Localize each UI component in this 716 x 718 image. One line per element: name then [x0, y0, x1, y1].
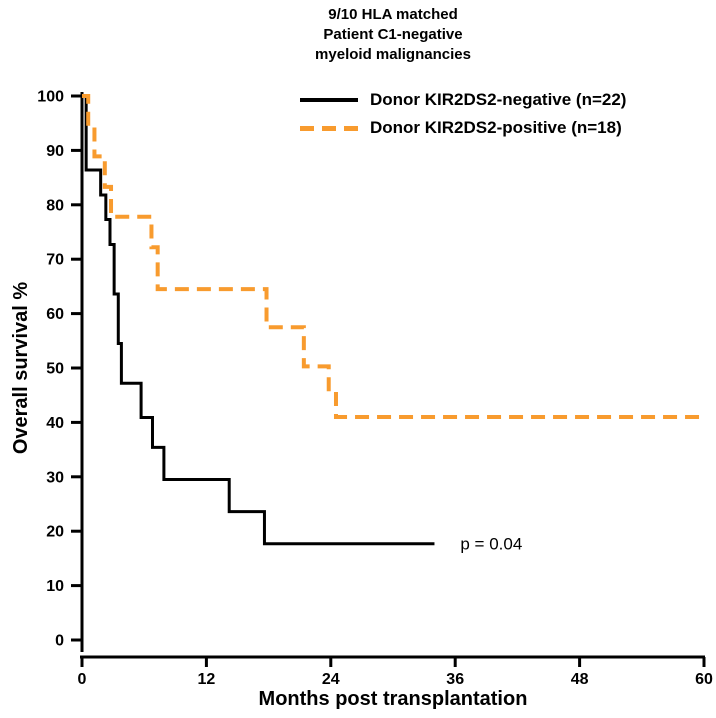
legend: Donor KIR2DS2-negative (n=22) Donor KIR2…: [300, 86, 626, 142]
x-tick-label: 60: [695, 671, 713, 688]
x-tick-label: 48: [571, 671, 589, 688]
y-tick-label: 90: [46, 143, 64, 160]
y-tick-label: 30: [46, 469, 64, 486]
x-tick-label: 36: [446, 671, 464, 688]
chart-title-line-3: myeloid malignancies: [315, 46, 471, 63]
y-tick-label: 40: [46, 415, 64, 432]
legend-swatch-dashed-line: [300, 125, 358, 131]
chart-title-line-1: 9/10 HLA matched: [328, 6, 458, 23]
y-tick-label: 80: [46, 197, 64, 214]
x-tick-label: 0: [78, 671, 87, 688]
legend-label-positive: Donor KIR2DS2-positive (n=18): [370, 118, 622, 137]
x-tick-label: 24: [322, 671, 340, 688]
y-tick-label: 70: [46, 252, 64, 269]
y-tick-label: 60: [46, 306, 64, 323]
legend-entry-positive: Donor KIR2DS2-positive (n=18): [300, 114, 626, 142]
y-tick-label: 50: [46, 361, 64, 378]
y-tick-label: 0: [55, 633, 64, 650]
y-tick-label: 20: [46, 524, 64, 541]
chart-title: 9/10 HLA matched Patient C1-negative mye…: [82, 5, 704, 65]
x-tick-label: 12: [198, 671, 216, 688]
legend-label-negative: Donor KIR2DS2-negative (n=22): [370, 90, 627, 109]
x-axis-title: Months post transplantation: [258, 688, 528, 710]
y-tick-label: 10: [46, 578, 64, 595]
legend-entry-negative: Donor KIR2DS2-negative (n=22): [300, 86, 626, 114]
y-tick-label: 100: [37, 89, 64, 106]
chart-title-line-2: Patient C1-negative: [323, 26, 463, 43]
legend-swatch-solid-line: [300, 98, 358, 102]
series-line-kir2ds2-negative: [82, 94, 435, 546]
y-axis-title: Overall survival %: [10, 281, 32, 455]
p-value-annotation: p = 0.04: [460, 535, 522, 554]
series-line-kir2ds2-positive: [82, 94, 704, 419]
